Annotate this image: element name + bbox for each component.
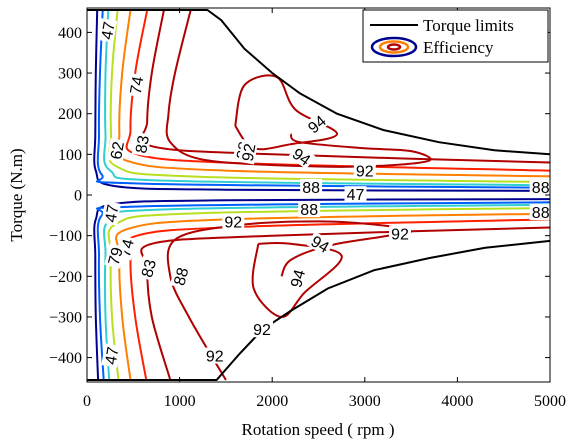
contour-label-bg bbox=[529, 204, 552, 221]
y-axis-title: Torque (N.m) bbox=[7, 148, 26, 241]
contour-label: 92 bbox=[391, 227, 409, 244]
contour-label-bg bbox=[104, 243, 126, 269]
contour-line-83-1 bbox=[115, 212, 551, 381]
contour-label: 74 bbox=[128, 75, 148, 96]
contour-label-bg bbox=[389, 225, 411, 242]
y-tick-label: −300 bbox=[49, 309, 82, 326]
y-tick-label: −100 bbox=[49, 228, 82, 245]
contour-label: 92 bbox=[206, 349, 224, 366]
contour-label-bg bbox=[306, 231, 334, 257]
x-axis: 0 1000 2000 3000 4000 5000 bbox=[83, 8, 566, 410]
contour-line-62-1 bbox=[95, 201, 551, 381]
contour-line-92-0 bbox=[165, 9, 432, 168]
contour-label: 88 bbox=[300, 202, 318, 219]
y-tick-label: 100 bbox=[58, 147, 82, 164]
x-axis-title: Rotation speed ( rpm ) bbox=[242, 420, 395, 439]
contour-line-83-0 bbox=[115, 9, 551, 178]
contour-line-94-1 bbox=[251, 241, 343, 318]
contour-line-74-0 bbox=[107, 9, 551, 183]
plot-frame bbox=[86, 7, 551, 383]
contour-label-bg bbox=[137, 255, 159, 281]
contour-line-88-0 bbox=[140, 9, 551, 164]
contour-lines bbox=[93, 9, 551, 381]
contour-label-bg bbox=[106, 138, 127, 163]
y-tick-label: 300 bbox=[58, 66, 82, 83]
contour-line-74-1 bbox=[107, 207, 551, 381]
contour-label: 47 bbox=[103, 203, 123, 224]
contour-label: 79 bbox=[106, 245, 127, 267]
contour-label: 94 bbox=[308, 233, 332, 257]
contour-label-bg bbox=[298, 201, 321, 218]
y-tick-label: 200 bbox=[58, 106, 82, 123]
contour-label-bg bbox=[169, 263, 192, 289]
contour-label: 94 bbox=[288, 268, 309, 290]
contour-label-bg bbox=[101, 201, 121, 226]
legend-efficiency-swatch bbox=[370, 36, 418, 58]
contour-label: 83 bbox=[133, 134, 153, 155]
contour-label-bg bbox=[101, 343, 121, 368]
contour-label-bg bbox=[300, 178, 323, 195]
contour-line-88-1 bbox=[140, 226, 551, 381]
contour-label: 62 bbox=[108, 140, 128, 161]
contour-label: 92 bbox=[253, 322, 271, 339]
x-tick-label: 0 bbox=[83, 393, 91, 410]
contour-label: 92 bbox=[240, 142, 260, 163]
contour-label-bg bbox=[222, 213, 245, 230]
contour-label-bg bbox=[303, 110, 331, 138]
contour-label: 88 bbox=[171, 266, 192, 288]
contour-label-bg bbox=[126, 72, 146, 98]
torque-limit-lines bbox=[87, 9, 551, 381]
contour-label: 88 bbox=[302, 180, 320, 197]
contour-label-bg bbox=[131, 131, 152, 157]
contour-label-bg bbox=[353, 162, 376, 179]
x-tick-label: 2000 bbox=[256, 393, 288, 410]
x-tick-label: 3000 bbox=[349, 393, 381, 410]
contour-label: 94 bbox=[305, 113, 330, 138]
x-tick-label: 4000 bbox=[441, 393, 473, 410]
contour-label-bg bbox=[251, 321, 273, 338]
contour-label-bg bbox=[238, 140, 258, 165]
contour-label: 88 bbox=[532, 205, 550, 222]
contour-label: 47 bbox=[99, 20, 119, 41]
y-tick-label: 0 bbox=[74, 188, 82, 205]
contour-labels: 4774888362929494928888474788889292947479… bbox=[97, 18, 552, 368]
contour-label-bg bbox=[344, 186, 367, 203]
contour-label-bg bbox=[97, 18, 118, 43]
legend-efficiency-label: Efficiency bbox=[423, 38, 494, 57]
torque-limit-upper bbox=[87, 9, 551, 156]
contour-label-bg bbox=[529, 178, 552, 195]
y-axis: −400 −300 −200 −100 0 100 200 300 400 bbox=[49, 25, 550, 367]
torque-limit-lower bbox=[87, 239, 551, 381]
contour-label: 47 bbox=[103, 346, 123, 367]
contour-label: 88 bbox=[532, 180, 550, 197]
contour-line-86-1 bbox=[125, 218, 551, 381]
contour-label-bg bbox=[203, 347, 226, 364]
x-tick-label: 1000 bbox=[164, 393, 196, 410]
y-tick-label: −200 bbox=[49, 269, 82, 286]
contour-label: 92 bbox=[356, 164, 374, 181]
contour-label: 83 bbox=[139, 258, 160, 280]
legend: Torque limits Efficiency bbox=[362, 9, 549, 63]
contour-label-bg bbox=[288, 143, 316, 170]
contour-line-70-0 bbox=[103, 9, 551, 187]
contour-label: 92 bbox=[224, 214, 242, 231]
legend-torque-limits-label: Torque limits bbox=[423, 16, 514, 35]
y-tick-label: −400 bbox=[49, 350, 82, 367]
contour-label-bg bbox=[286, 265, 308, 291]
contour-label: 47 bbox=[347, 187, 365, 204]
x-tick-label: 5000 bbox=[534, 393, 566, 410]
y-tick-label: 400 bbox=[58, 25, 82, 42]
contour-line-94-0 bbox=[234, 74, 338, 151]
